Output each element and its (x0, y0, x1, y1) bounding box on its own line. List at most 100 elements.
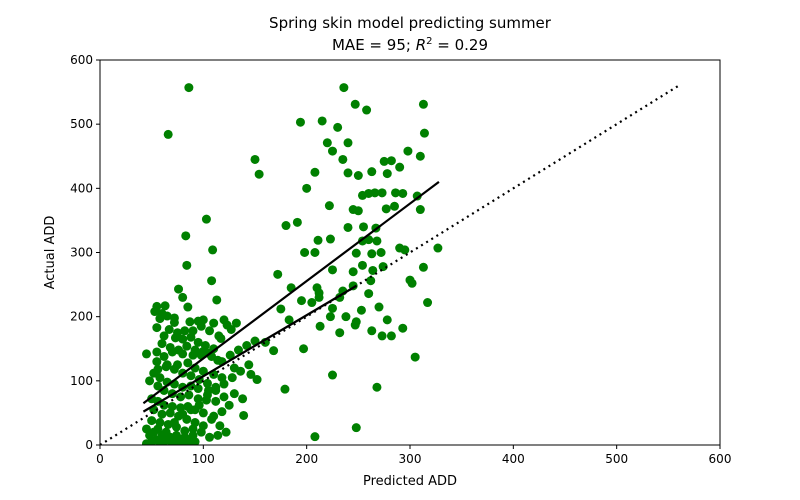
data-point (307, 298, 317, 308)
data-point (169, 418, 179, 428)
data-point (152, 347, 162, 357)
data-point (386, 331, 396, 341)
data-point (183, 302, 193, 312)
data-point (186, 332, 196, 342)
data-point (244, 360, 254, 370)
data-point (281, 221, 291, 231)
data-point (353, 206, 363, 216)
data-point (229, 389, 239, 399)
data-point (350, 99, 360, 109)
data-point (211, 385, 221, 395)
data-point (348, 267, 358, 277)
data-point (376, 248, 386, 257)
data-point (381, 204, 391, 214)
data-point (382, 315, 392, 325)
data-point (250, 154, 260, 164)
data-point (353, 171, 363, 180)
data-point (246, 369, 256, 379)
data-point (157, 339, 167, 349)
data-point (356, 305, 366, 315)
y-tick-label: 400 (70, 181, 93, 195)
title-r2-value: = 0.29 (433, 36, 489, 54)
data-point (219, 315, 229, 325)
data-point (165, 342, 175, 352)
data-point (367, 249, 377, 259)
data-point (350, 320, 360, 330)
data-point (163, 435, 173, 445)
data-point (186, 371, 196, 381)
regression-line (142, 181, 440, 405)
data-point (315, 321, 325, 331)
data-point (159, 331, 169, 341)
data-point (178, 409, 188, 419)
data-point (145, 376, 155, 386)
data-point (198, 408, 208, 418)
data-point (328, 265, 337, 275)
data-point (231, 318, 241, 328)
data-point (377, 331, 387, 341)
chart-title-line1: Spring skin model predicting summer (269, 14, 552, 32)
data-point (142, 349, 151, 359)
data-point (170, 333, 180, 343)
data-point (205, 432, 215, 442)
data-point (185, 317, 195, 327)
data-point (341, 312, 351, 322)
data-point (169, 317, 179, 327)
data-point (219, 392, 229, 402)
data-point (328, 370, 337, 380)
data-point (351, 248, 361, 258)
y-tick-label: 0 (85, 438, 93, 452)
data-point (153, 424, 163, 434)
data-point (367, 326, 377, 336)
data-point (284, 315, 294, 325)
data-point (198, 346, 208, 356)
data-point (325, 234, 335, 244)
data-point (372, 382, 382, 392)
data-point (178, 292, 188, 302)
data-point (314, 292, 324, 302)
data-point (343, 168, 353, 178)
x-tick-label: 300 (399, 452, 422, 466)
data-point (357, 190, 367, 200)
data-point (273, 269, 283, 279)
data-point (215, 421, 225, 431)
data-point (202, 390, 212, 400)
data-point (343, 222, 353, 232)
data-point (145, 430, 155, 440)
x-tick-label: 100 (192, 452, 215, 466)
y-tick-label: 600 (70, 53, 93, 67)
data-point (161, 427, 171, 437)
data-point (180, 432, 190, 442)
data-point (186, 405, 196, 415)
y-axis-label: Actual ADD (43, 216, 58, 290)
data-point (322, 138, 332, 148)
data-point (335, 328, 345, 338)
data-point (165, 408, 175, 418)
data-point (208, 245, 218, 255)
data-point (225, 350, 235, 360)
data-point (162, 311, 172, 321)
regression-line (142, 284, 357, 413)
x-tick-label: 500 (605, 452, 628, 466)
data-point (152, 323, 162, 333)
data-point (367, 167, 377, 177)
data-point (174, 345, 184, 355)
data-point (390, 201, 399, 211)
data-point (207, 276, 217, 286)
data-point (328, 146, 337, 156)
data-point (310, 248, 320, 257)
data-point (217, 407, 227, 417)
data-point (423, 298, 433, 308)
data-point (252, 375, 262, 385)
data-point (400, 245, 410, 255)
data-point (292, 217, 302, 227)
data-point (164, 325, 174, 334)
data-point (196, 427, 206, 437)
data-point (169, 364, 179, 374)
data-point (181, 231, 191, 241)
data-point (339, 83, 349, 93)
data-point (209, 318, 219, 328)
data-point (171, 430, 181, 440)
data-point (362, 105, 372, 115)
data-point (299, 344, 309, 354)
